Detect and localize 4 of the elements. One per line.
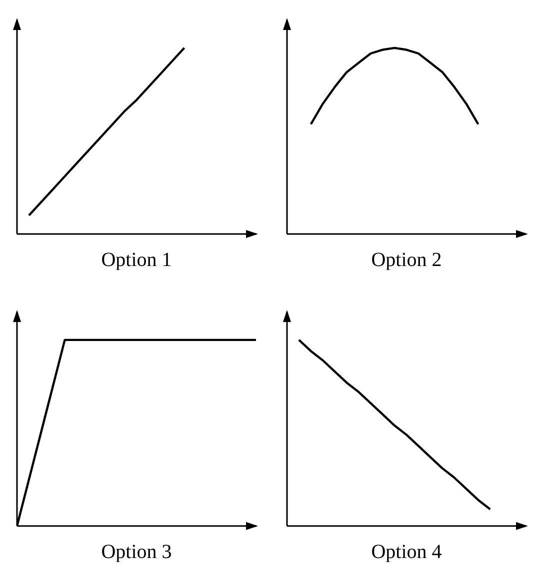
x-axis-title: Option 4 bbox=[371, 541, 442, 563]
x-axis-title: Option 1 bbox=[101, 249, 172, 271]
x-axis-title: Option 3 bbox=[101, 541, 172, 563]
x-axis-title: Option 2 bbox=[371, 249, 442, 271]
